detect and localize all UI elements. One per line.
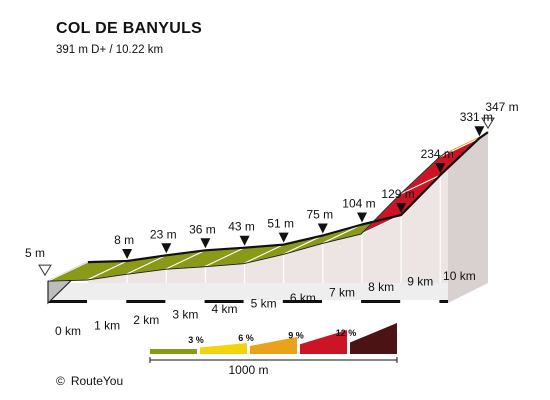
profile-back-edge: [87, 131, 489, 264]
distance-band: [282, 300, 322, 303]
legend-grade-swatch: [300, 330, 347, 354]
route-summary: 391 m D+ / 10.22 km: [56, 44, 164, 56]
distance-tick-label: 4 km: [212, 302, 238, 316]
distance-band: [48, 300, 88, 303]
legend-grade-swatch: [350, 323, 397, 354]
elevation-label: 331 m: [460, 110, 493, 124]
distance-tick-label: 0 km: [55, 324, 81, 338]
km-marker: [357, 212, 367, 223]
km-marker: [396, 203, 407, 213]
distance-tick-label: 8 km: [368, 280, 394, 294]
distance-tick-label: 3 km: [172, 308, 198, 322]
gradient-legend: 3 % 6 % 9 % 12 % 1000 m: [149, 323, 398, 377]
scale-bar-label: 1000 m: [228, 363, 268, 377]
distance-band: [322, 300, 362, 303]
elevation-label: 51 m: [267, 217, 294, 231]
credit: © RouteYou: [56, 374, 123, 388]
km-marker: [278, 232, 289, 243]
distance-tick-label: 2 km: [133, 313, 159, 327]
credit-text: RouteYou: [70, 374, 124, 388]
distance-band: [165, 300, 205, 303]
elevation-label: 75 m: [306, 208, 333, 222]
distance-band: [204, 300, 244, 303]
side-wall-face: [88, 132, 488, 283]
distance-band: [400, 300, 440, 303]
km-marker: [122, 249, 133, 259]
distance-tick-label: 9 km: [407, 275, 433, 289]
km-marker: [239, 235, 250, 246]
elevation-label: 5 m: [25, 246, 45, 260]
km-marker: [161, 243, 172, 254]
legend-grade-swatch: [200, 343, 247, 354]
distance-band: [126, 300, 166, 303]
legend-grade-swatch: [250, 337, 297, 354]
elevation-label: 347 m: [485, 100, 518, 114]
distance-band: [243, 300, 283, 303]
elevation-label: 36 m: [189, 222, 216, 236]
page-title: COL DE BANYULS: [56, 20, 203, 37]
km-marker: [317, 223, 328, 234]
legend-grade-label: 12 %: [336, 328, 357, 338]
distance-band: [361, 300, 401, 303]
legend-grade-label: 9 %: [288, 330, 304, 340]
distance-tick-label: 1 km: [94, 319, 120, 333]
distance-tick-label: 6 km: [290, 291, 316, 305]
finish-marker: [481, 117, 495, 130]
elevation-label: 234 m: [421, 147, 454, 161]
distance-tick-label: 5 km: [251, 297, 277, 311]
legend-grade-label: 6 %: [238, 333, 254, 343]
profile-edges: [47, 131, 489, 282]
legend-grade-label: 3 %: [188, 335, 204, 345]
copyright-symbol: ©: [56, 374, 65, 388]
elevation-label: 8 m: [114, 233, 134, 247]
front-base: [48, 283, 448, 303]
elevation-label: 104 m: [342, 196, 375, 210]
distance-tick-label: 10 km: [443, 269, 476, 283]
elevation-label: 43 m: [228, 220, 255, 234]
elevation-label: 129 m: [381, 187, 414, 201]
distance-band: [87, 300, 127, 303]
elevation-label: 23 m: [150, 227, 177, 241]
distance-band: [439, 300, 448, 303]
distance-tick-labels: 0 km 1 km 2 km 3 km 4 km 5 km 6 km 7 km 8 km 9 km…: [55, 269, 476, 338]
km-marker: [435, 163, 446, 174]
distance-strips: [47, 261, 448, 305]
start-marker: [38, 264, 52, 277]
elevation-markers: [38, 117, 495, 277]
km-marker: [200, 238, 211, 249]
distance-tick-label: 7 km: [329, 286, 355, 300]
legend-grade-swatch: [150, 349, 197, 354]
profile-side-wall: [88, 132, 488, 303]
km-marker: [474, 126, 485, 137]
elevation-labels: 5 m 8 m 23 m 36 m 43 m 51 m 75 m 104 m 129 m 234 …: [25, 100, 519, 260]
end-face: [448, 132, 488, 303]
profile-front-edge: [47, 150, 449, 282]
